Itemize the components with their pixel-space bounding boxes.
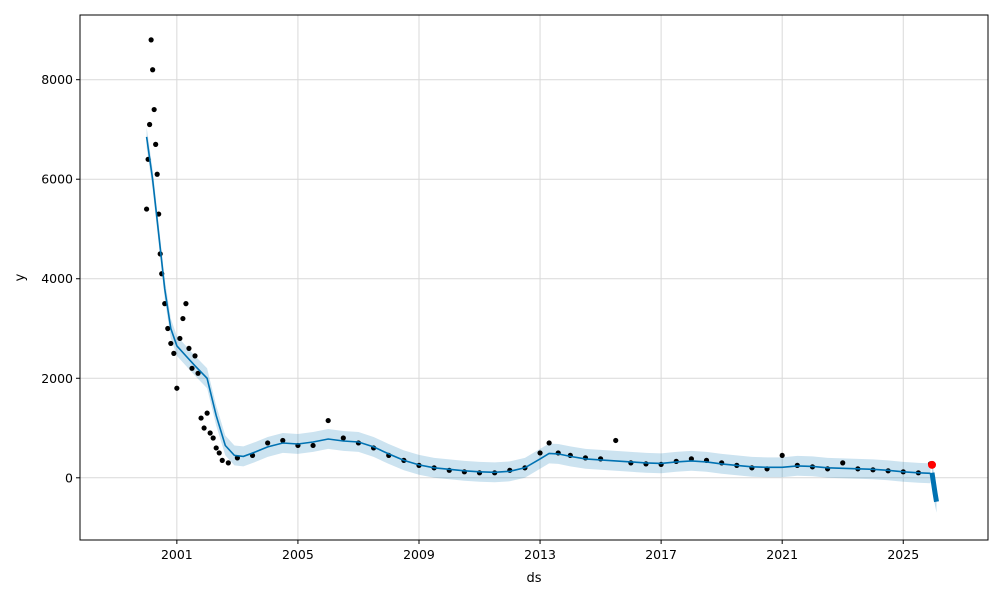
observed-point [165,325,171,332]
observed-point [147,121,153,128]
observed-point [171,350,177,356]
observed-point [210,435,216,441]
forecast-path [145,136,931,475]
observed-point [280,437,286,444]
observed-point [779,452,785,459]
observed-point [177,335,183,342]
x-tick-label: 2001 [161,547,193,562]
x-tick-label: 2005 [282,547,314,562]
uncertainty-band [146,127,931,484]
y-tick-label: 2000 [41,371,73,386]
observed-point [195,370,201,376]
observed-point [192,353,198,359]
observed-point [207,430,213,436]
observed-point [186,345,192,352]
plot-area [79,14,989,541]
observed-point [183,301,189,307]
observed-point [216,450,222,456]
x-tick-label: 2021 [766,547,798,562]
x-tick-label: 2017 [645,547,677,562]
x-axis-ticks: 2001 2005 2009 2013 2017 2021 2025 [161,540,919,562]
x-tick-label: 2009 [403,547,435,562]
observed-point [150,67,156,73]
observed-point [340,435,346,441]
highlight-point [928,460,937,469]
gridlines [80,15,988,540]
observed-point [154,171,160,177]
y-tick-label: 6000 [41,172,73,187]
observed-point [310,442,316,449]
observed-point [151,106,157,113]
observed-point [213,445,219,451]
highlight-marker [928,460,937,469]
y-tick-label: 4000 [41,271,73,286]
observed-point [219,457,225,463]
y-axis-ticks: 0 2000 4000 6000 8000 [41,72,80,485]
x-tick-label: 2013 [524,547,556,562]
observed-point [174,385,180,391]
observed-point [143,206,150,212]
observed-point [180,315,186,322]
observed-point [153,141,159,147]
observed-point [840,460,846,466]
observed-point [148,37,154,43]
observed-point [613,437,619,444]
observed-point [537,450,543,456]
observed-point [546,440,552,446]
observed-point [198,415,204,421]
observed-point [265,440,271,446]
forecast-tail [929,462,939,513]
uncertainty-area [146,127,931,484]
x-axis-label: ds [526,571,541,586]
axes-frame [79,14,989,541]
x-tick-label: 2025 [887,547,919,562]
forecast-tail-line [929,472,939,503]
y-tick-label: 0 [65,470,73,485]
observed-point [201,425,207,431]
y-axis-label: y [13,273,28,281]
y-tick-label: 8000 [41,72,73,87]
observed-point [168,340,174,347]
observed-point [189,365,195,371]
observed-point [204,410,210,416]
observed-point [225,460,231,466]
observed-point [325,417,331,424]
forecast-line [145,136,931,475]
